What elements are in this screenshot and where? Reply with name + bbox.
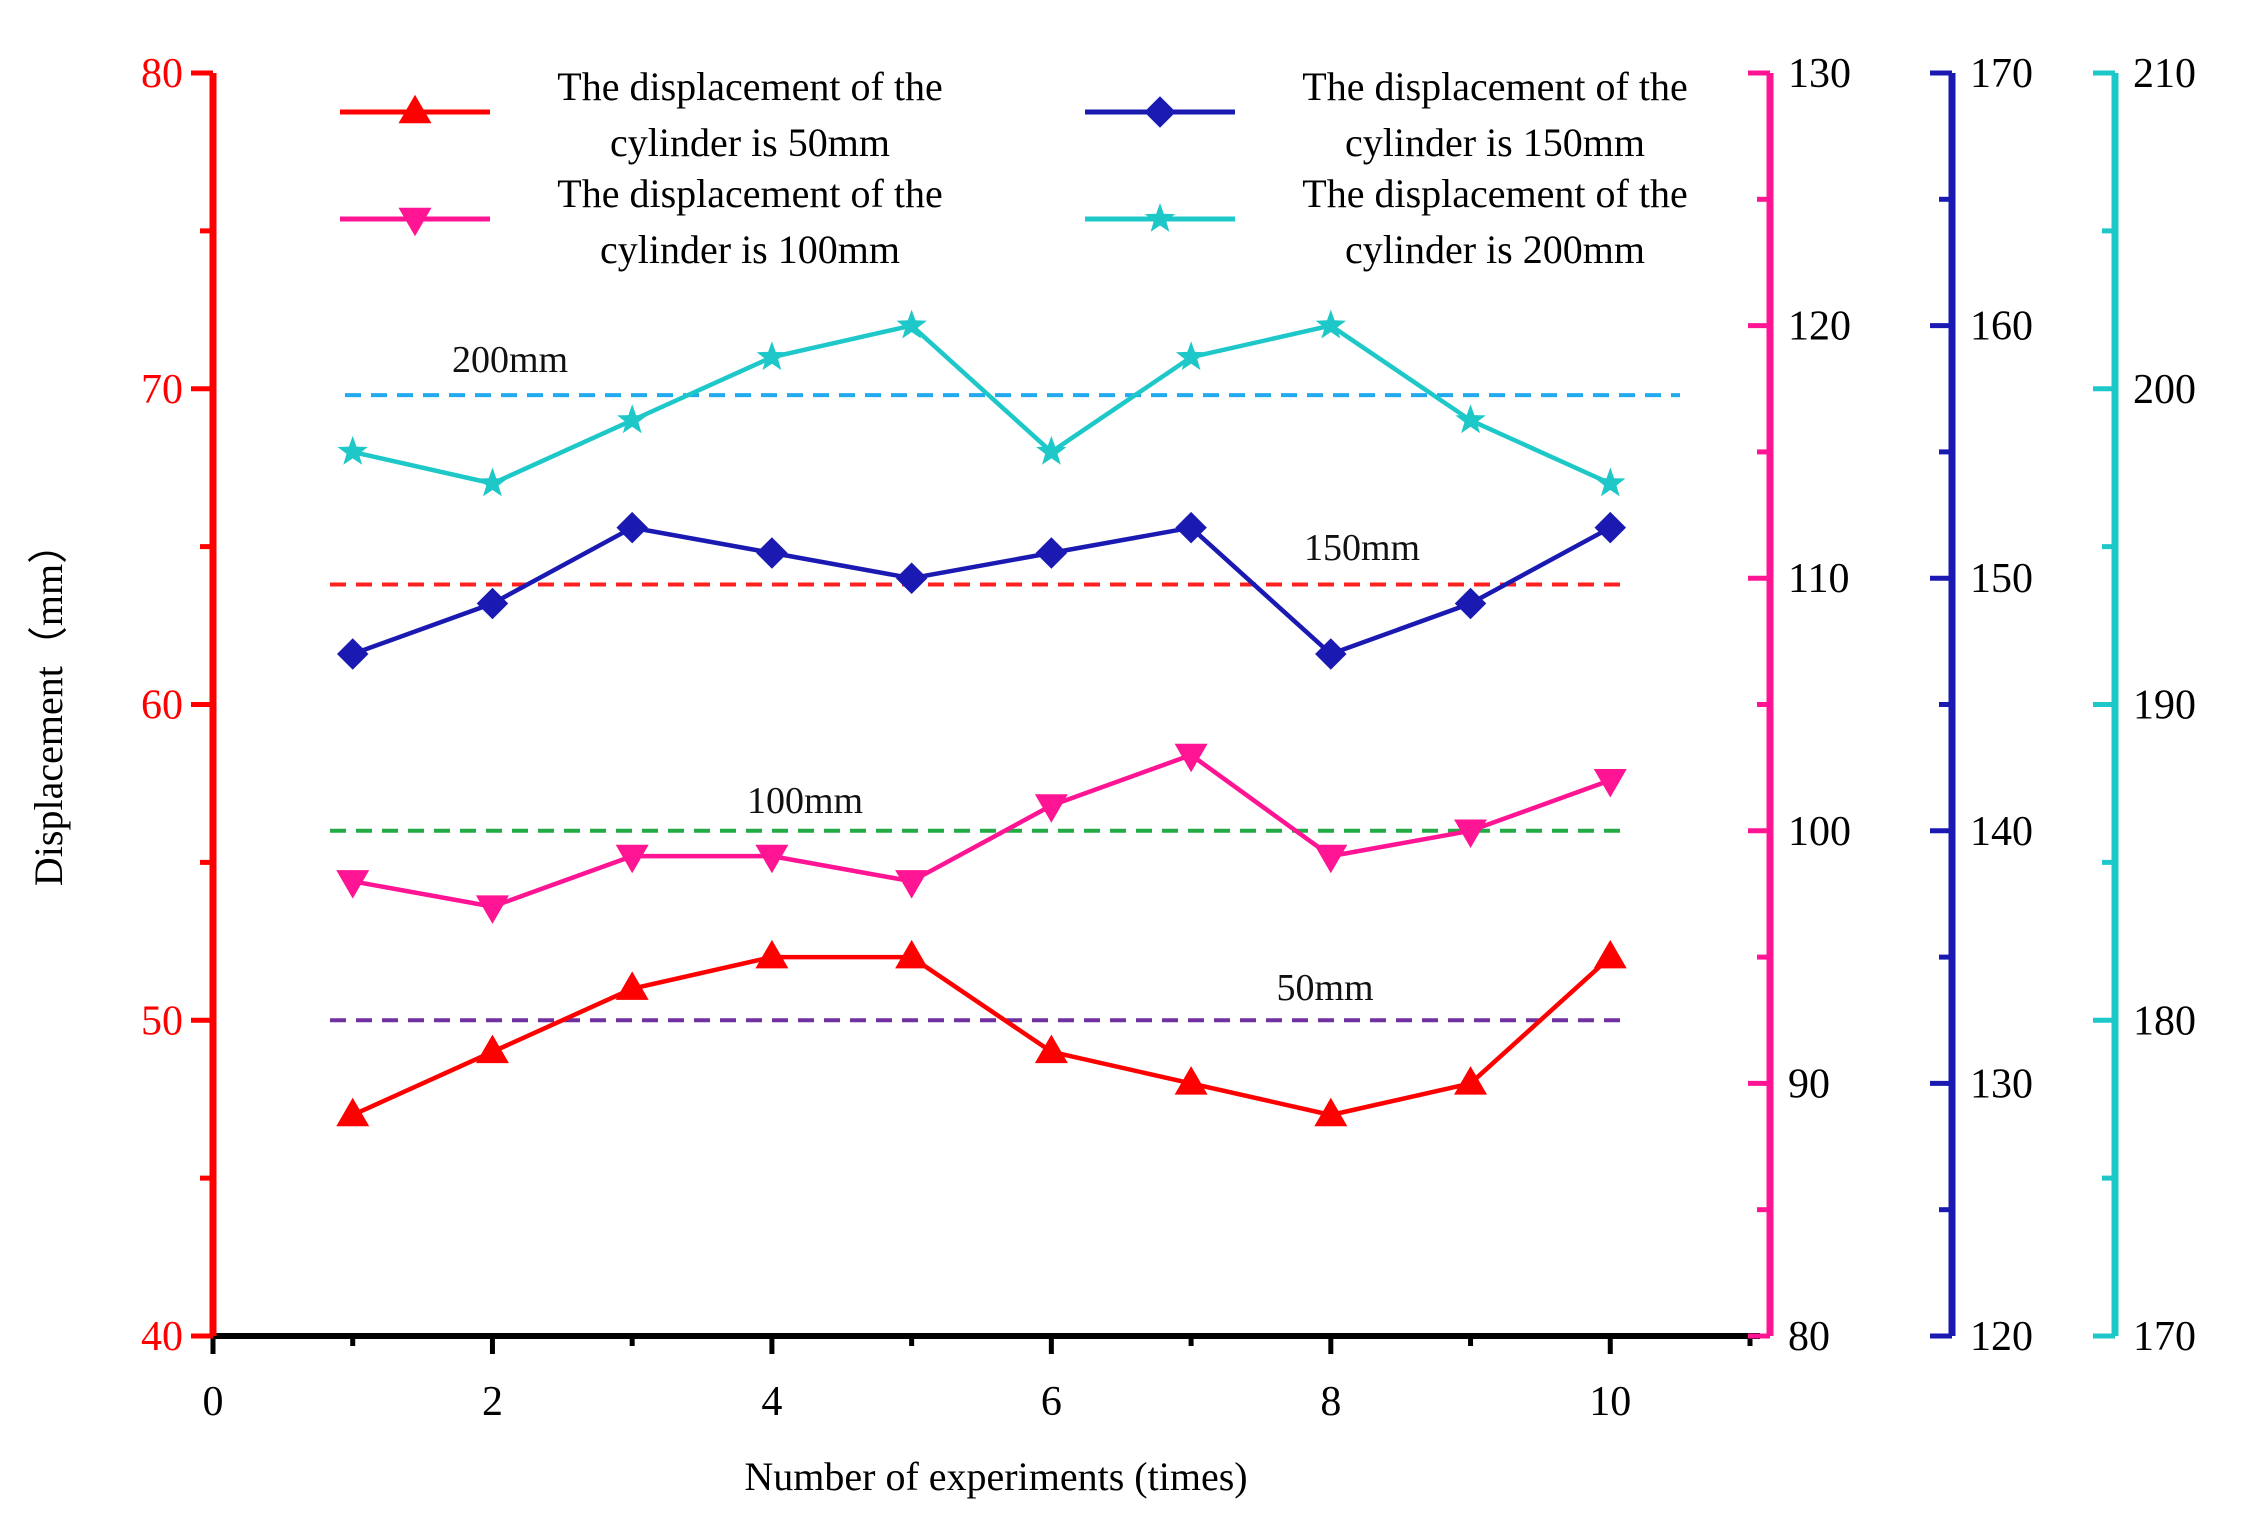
reference-label-200mm: 200mm: [452, 339, 568, 381]
reference-label-100mm: 100mm: [747, 780, 863, 822]
series-3-point-5: [895, 562, 928, 594]
series-3-point-4: [756, 537, 788, 569]
x-axis-title: Number of experiments (times): [744, 1454, 1247, 1499]
axis-tick-label-y1: 80: [141, 51, 183, 97]
series-1-point-5: [895, 939, 929, 969]
x-tick-label: 0: [203, 1379, 224, 1425]
series-4-point-5: [896, 309, 927, 339]
series-2-point-3: [615, 844, 649, 874]
series-3-point-2: [476, 587, 509, 620]
series-2-point-1: [336, 870, 370, 899]
axes: 0 2 4 6 8 10 Number of experiments (times) 40 50…: [26, 51, 2196, 1499]
series-3-point-1: [336, 638, 369, 670]
series-4-point-1: [337, 435, 368, 465]
legend-marker-4: [1144, 203, 1176, 232]
axis-tick-label-y2: 120: [1788, 304, 1851, 350]
axis-tick-label-y2: 90: [1788, 1061, 1830, 1107]
series-2-point-9: [1454, 819, 1488, 849]
axis-tick-label-y3: 150: [1970, 556, 2033, 602]
axis-tick-label-y1: 70: [141, 367, 183, 413]
axis-tick-label-y3: 140: [1970, 809, 2033, 855]
axis-tick-label-y4: 190: [2133, 683, 2196, 729]
series-4-point-9: [1455, 404, 1486, 434]
series-3-point-7: [1175, 511, 1207, 544]
axis-tick-label-y4: 200: [2133, 367, 2196, 413]
reference-label-50mm: 50mm: [1276, 967, 1373, 1009]
series-2-point-7: [1174, 743, 1208, 773]
axis-tick-label-y4: 170: [2133, 1314, 2196, 1360]
series-2-point-10: [1593, 769, 1627, 798]
series-1-point-9: [1454, 1066, 1488, 1095]
legend-marker-2: [398, 207, 432, 237]
series-4-point-6: [1036, 435, 1067, 465]
x-tick-label: 10: [1589, 1379, 1631, 1425]
legend: The displacement of the cylinder is 50mmT…: [340, 64, 1688, 272]
series-4-point-8: [1315, 309, 1346, 339]
series-1-point-1: [336, 1097, 370, 1127]
series-4-point-10: [1595, 467, 1626, 497]
series-2-point-6: [1034, 794, 1068, 823]
series-2-point-2: [475, 895, 509, 924]
axis-tick-label-y2: 100: [1788, 809, 1851, 855]
series-1-point-2: [475, 1034, 509, 1064]
x-tick-label: 2: [482, 1379, 503, 1425]
axis-tick-label-y2: 80: [1788, 1314, 1830, 1360]
series-3-point-6: [1035, 537, 1068, 569]
plot-lines: 50mm 100mm 150mm 200mm: [330, 309, 1680, 1127]
series-4-point-4: [756, 341, 788, 371]
axis-tick-label-y1: 50: [141, 998, 183, 1044]
series-2-point-4: [755, 844, 789, 874]
x-tick-label: 4: [761, 1379, 782, 1425]
series-4-point-2: [477, 467, 508, 497]
series-line-1: [351, 954, 1612, 1118]
series-line-2: [352, 752, 1612, 909]
series-1-point-3: [615, 971, 649, 1000]
axis-tick-label-y1: 60: [141, 683, 183, 729]
legend-marker-3: [1144, 96, 1176, 128]
x-tick-label: 8: [1320, 1379, 1341, 1425]
axis-tick-label-y3: 170: [1970, 51, 2033, 97]
legend-label-4: The displacement of the cylinder is 200mm: [1302, 171, 1687, 272]
reference-label-150mm: 150mm: [1304, 527, 1420, 569]
series-3-point-8: [1315, 638, 1347, 670]
series-2-point-5: [895, 870, 929, 899]
legend-label-2: The displacement of the cylinder is 100mm: [557, 171, 942, 272]
axis-tick-label-y4: 180: [2133, 998, 2196, 1044]
series-4-point-7: [1175, 341, 1207, 371]
series-1-point-4: [755, 939, 789, 969]
series-line-4: [352, 323, 1612, 486]
legend-label-1: The displacement of the cylinder is 50mm: [557, 64, 942, 165]
series-1-point-8: [1314, 1097, 1348, 1127]
legend-marker-1: [398, 94, 432, 124]
series-3-point-9: [1454, 587, 1487, 620]
axis-tick-label-y2: 130: [1788, 51, 1851, 97]
series-3-point-3: [616, 511, 648, 544]
series-line-3: [351, 525, 1612, 657]
series-2-point-8: [1314, 844, 1348, 874]
axis-tick-label-y3: 120: [1970, 1314, 2033, 1360]
axis-tick-label-y3: 160: [1970, 304, 2033, 350]
axis-tick-label-y2: 110: [1788, 556, 1849, 602]
legend-label-3: The displacement of the cylinder is 150mm: [1302, 64, 1687, 165]
axis-tick-label-y3: 130: [1970, 1061, 2033, 1107]
series-1-point-6: [1034, 1034, 1068, 1064]
x-tick-label: 6: [1041, 1379, 1062, 1425]
series-3-point-10: [1594, 511, 1627, 544]
series-4-point-3: [617, 404, 648, 434]
axis-tick-label-y4: 210: [2133, 51, 2196, 97]
y-axis-title: Displacement（mm）: [26, 524, 71, 886]
series-1-point-7: [1174, 1066, 1208, 1095]
series-1-point-10: [1593, 939, 1627, 969]
axis-tick-label-y1: 40: [141, 1314, 183, 1360]
